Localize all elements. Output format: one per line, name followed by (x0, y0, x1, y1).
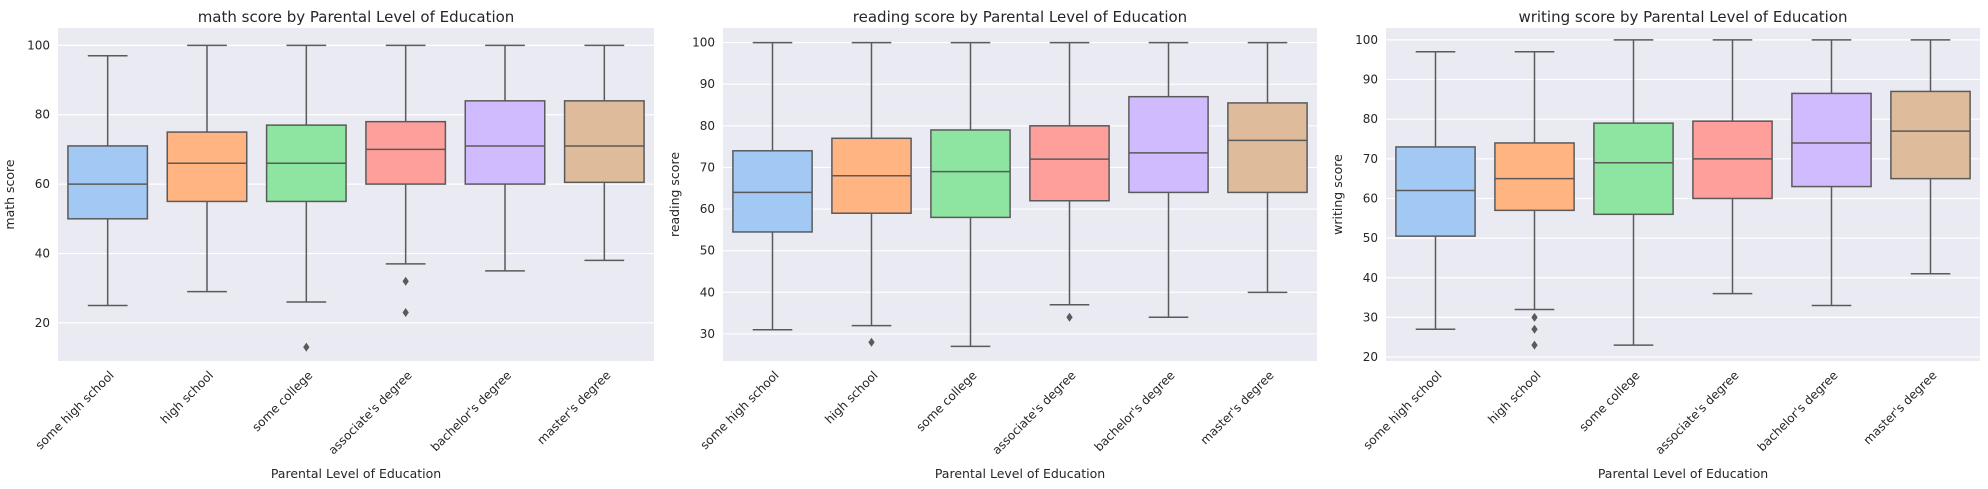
y-axis-label: math score (2, 159, 17, 230)
x-tick-label: some high school (697, 368, 781, 452)
box-5 (1227, 41, 1308, 294)
x-tick-label: some college (913, 368, 979, 434)
box-5 (1890, 39, 1971, 275)
outlier-point (402, 276, 409, 286)
box-2 (265, 44, 347, 352)
box-3 (1029, 41, 1110, 322)
outlier-point (303, 342, 310, 352)
chart-panel-2: 30 40 50 60 70 80 90 100 some high school high sc… (667, 8, 1317, 481)
chart-panel-1: 20 40 60 80 100 some high school high school so… (2, 8, 654, 481)
box-body (166, 131, 248, 203)
box-body (1593, 122, 1674, 216)
box-2 (930, 41, 1011, 348)
x-tick-label: high school (1485, 368, 1543, 426)
x-tick-label: some high school (33, 368, 117, 452)
box-body (1890, 90, 1971, 180)
plot-area (58, 28, 654, 361)
y-axis-label: reading score (667, 152, 682, 237)
outlier-point (1066, 312, 1073, 322)
x-tick-label: bachelor's degree (428, 368, 514, 454)
box-body (1494, 142, 1575, 212)
x-tick-label: master's degree (1198, 368, 1277, 447)
x-tick-label: master's degree (1861, 368, 1940, 447)
y-tick-label: 60 (1363, 191, 1378, 205)
y-tick-label: 90 (1363, 73, 1378, 87)
y-tick-label: 40 (1363, 271, 1378, 285)
chart-title: reading score by Parental Level of Educa… (853, 8, 1187, 26)
plot-area (1386, 28, 1980, 361)
x-axis-label: Parental Level of Education (271, 466, 441, 481)
chart-title: math score by Parental Level of Educatio… (198, 8, 515, 26)
box-body (1128, 95, 1209, 194)
x-tick-label: high school (822, 368, 880, 426)
chart-panel-3: 20 30 40 50 60 70 80 90 100 some high school high … (1330, 8, 1980, 481)
outlier-point (1531, 324, 1538, 334)
box-4 (1128, 41, 1209, 319)
x-tick-label: bachelor's degree (1755, 368, 1841, 454)
box-body (930, 129, 1011, 219)
outlier-point (868, 337, 875, 347)
y-tick-label: 20 (1363, 350, 1378, 364)
y-tick-label: 100 (27, 38, 50, 52)
y-tick-label: 70 (1363, 152, 1378, 166)
y-axis-label: writing score (1330, 154, 1345, 235)
box-body (365, 120, 447, 185)
x-axis-label: Parental Level of Education (1598, 466, 1768, 481)
y-tick-label: 90 (700, 77, 715, 91)
y-tick-label: 20 (35, 316, 50, 330)
y-tick-label: 40 (35, 246, 50, 260)
y-tick-label: 80 (1363, 112, 1378, 126)
box-0 (1395, 51, 1476, 331)
box-body (67, 145, 149, 220)
box-body (464, 100, 546, 185)
box-0 (732, 41, 813, 331)
y-tick-label: 30 (700, 327, 715, 341)
box-1 (1494, 51, 1575, 350)
plot-area (723, 28, 1317, 361)
y-tick-label: 60 (35, 177, 50, 191)
x-tick-label: associate's degree (989, 368, 1078, 457)
x-axis-label: Parental Level of Education (935, 466, 1105, 481)
x-tick-label: associate's degree (1652, 368, 1741, 457)
y-tick-label: 50 (700, 244, 715, 258)
x-tick-label: bachelor's degree (1092, 368, 1178, 454)
x-tick-label: master's degree (534, 368, 613, 447)
box-body (1029, 125, 1110, 202)
box-1 (166, 44, 248, 293)
y-tick-label: 100 (1355, 33, 1378, 47)
y-tick-label: 100 (692, 36, 715, 50)
box-body (732, 150, 813, 233)
box-body (1692, 120, 1773, 200)
box-body (1227, 102, 1308, 194)
box-body (563, 100, 645, 184)
y-tick-label: 70 (700, 160, 715, 174)
y-tick-label: 30 (1363, 310, 1378, 324)
box-0 (67, 55, 149, 307)
chart-title: writing score by Parental Level of Educa… (1518, 8, 1847, 26)
outlier-point (402, 307, 409, 317)
box-body (1395, 146, 1476, 237)
box-2 (1593, 39, 1674, 346)
box-4 (1791, 39, 1872, 307)
outlier-point (1531, 340, 1538, 350)
x-tick-label: some college (249, 368, 315, 434)
box-body (1791, 92, 1872, 188)
x-tick-label: high school (158, 368, 216, 426)
y-tick-label: 50 (1363, 231, 1378, 245)
x-tick-label: associate's degree (326, 368, 415, 457)
y-tick-label: 80 (35, 108, 50, 122)
y-tick-label: 60 (700, 202, 715, 216)
box-4 (464, 44, 546, 272)
y-tick-label: 40 (700, 285, 715, 299)
x-tick-label: some college (1576, 368, 1642, 434)
outlier-point (1531, 312, 1538, 322)
box-1 (831, 41, 912, 347)
y-tick-label: 80 (700, 119, 715, 133)
box-3 (365, 44, 447, 317)
x-tick-label: some high school (1360, 368, 1444, 452)
box-5 (563, 44, 645, 262)
box-3 (1692, 39, 1773, 295)
